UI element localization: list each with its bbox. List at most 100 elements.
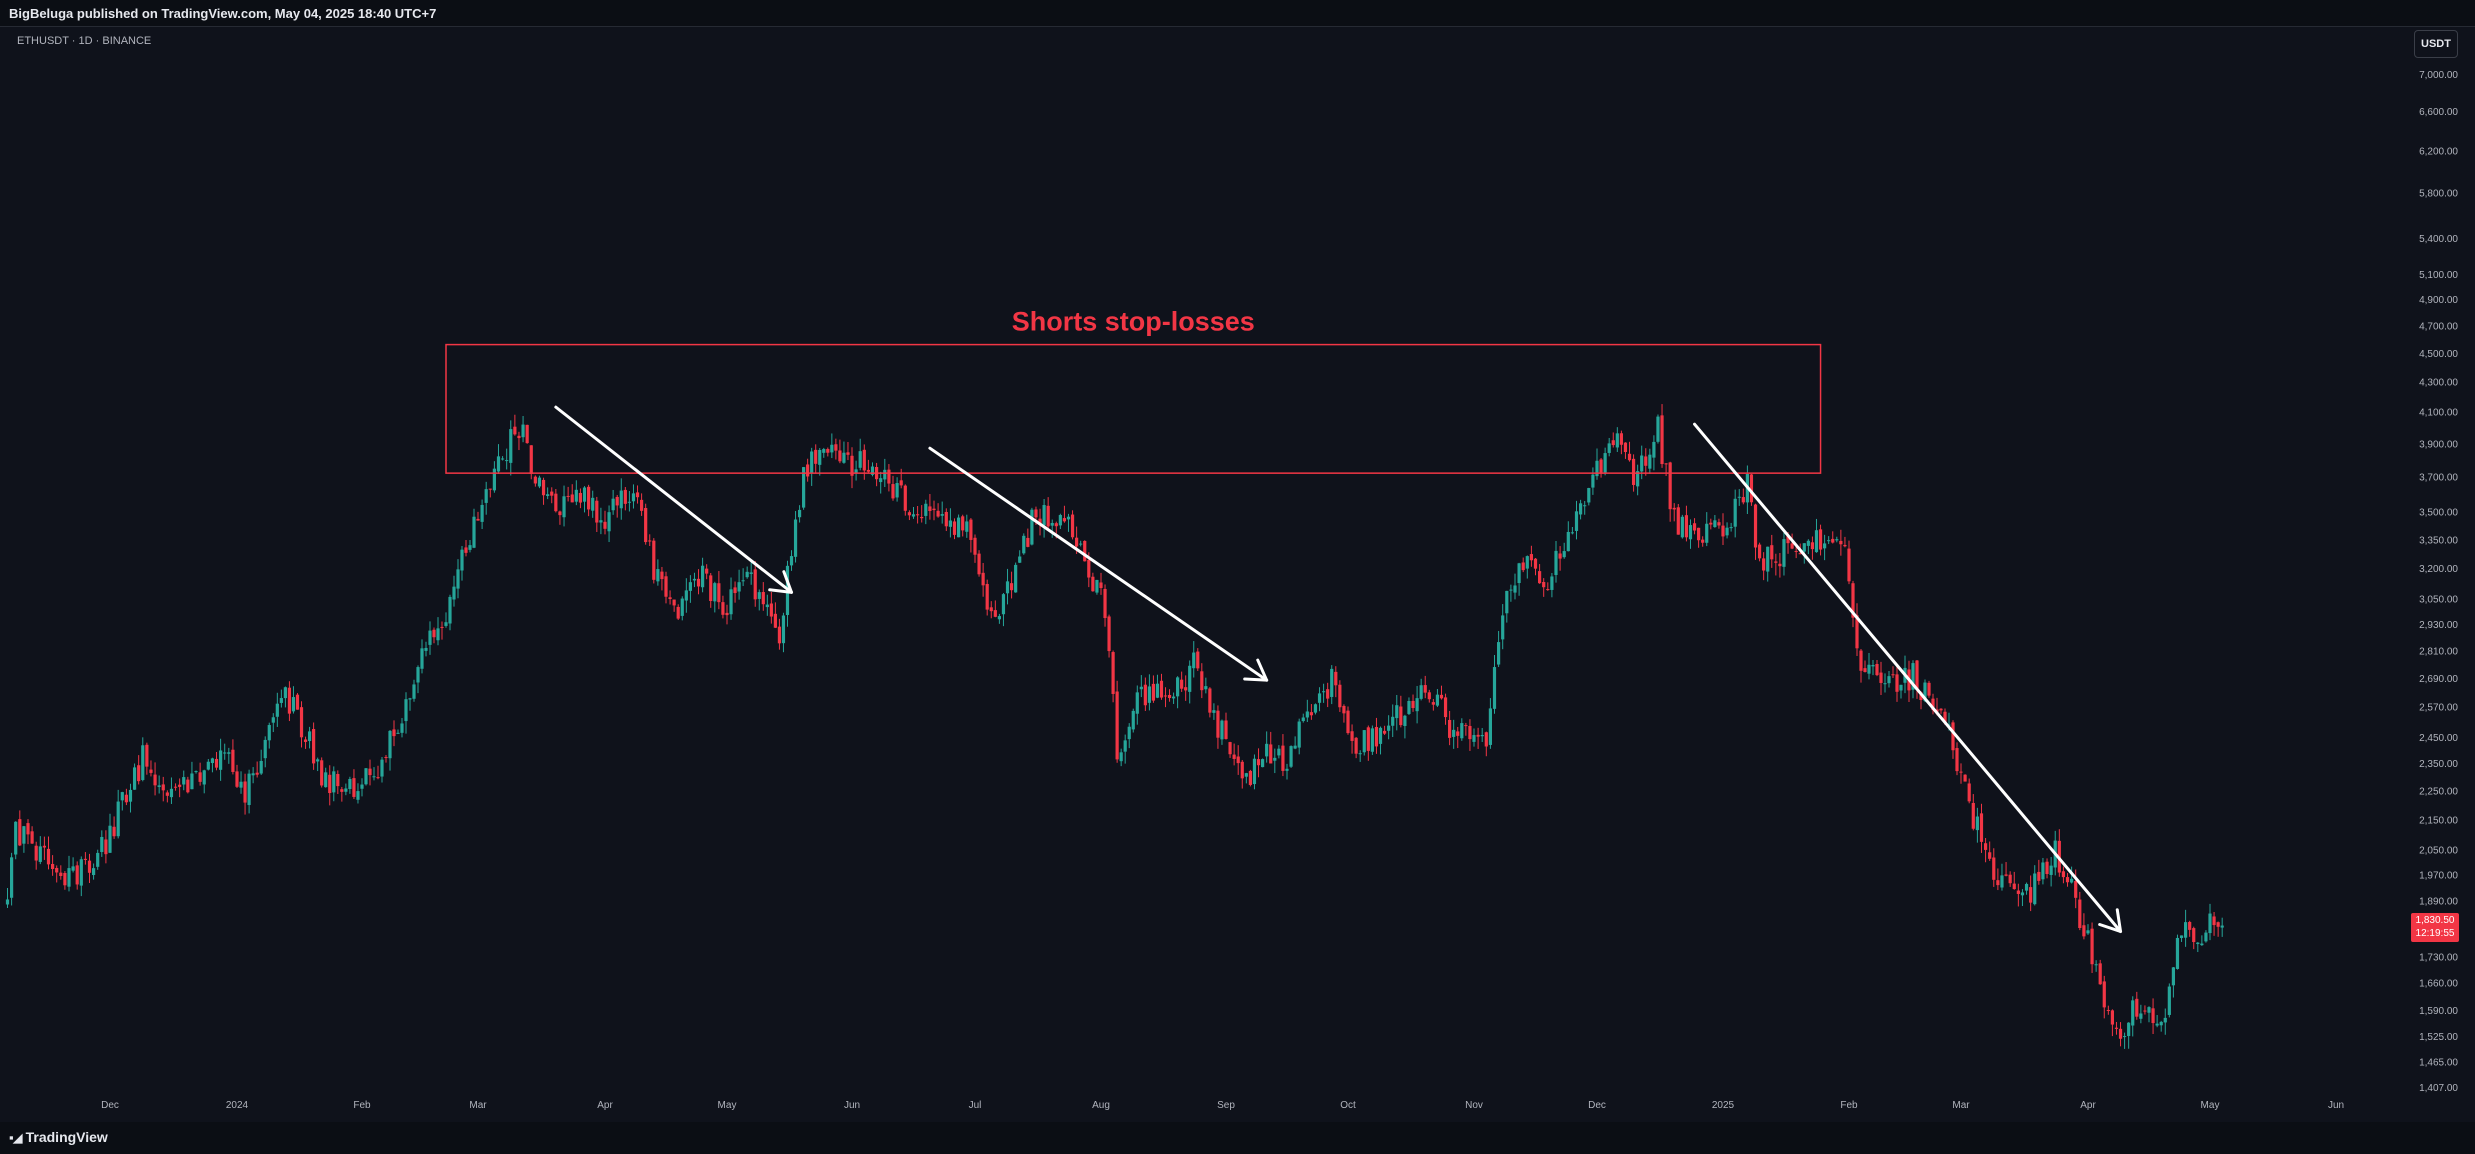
candle-body <box>1636 471 1640 487</box>
y-tick-label: 3,500.00 <box>2419 508 2458 519</box>
candle-body <box>448 596 452 624</box>
candle-body <box>1919 692 1923 701</box>
stop-loss-zone-box[interactable] <box>445 343 1822 474</box>
candle-body <box>231 749 235 772</box>
candle-body <box>2061 871 2066 878</box>
candle-body <box>219 750 223 770</box>
candle-body <box>911 514 916 517</box>
candle-body <box>30 831 34 844</box>
candle-body <box>887 469 891 484</box>
candle-body <box>773 613 777 628</box>
candle-body <box>1075 537 1079 547</box>
candle-body <box>627 501 631 503</box>
candle-body <box>818 449 822 465</box>
candle-body <box>1111 652 1115 694</box>
candle-body <box>100 836 104 852</box>
candle-body <box>2110 1010 2114 1025</box>
candle-body <box>161 784 165 791</box>
candle-body <box>862 449 866 471</box>
candle-body <box>376 777 380 779</box>
candle-body <box>1794 550 1798 552</box>
candle-body <box>1212 710 1216 713</box>
candle-body <box>1066 516 1071 520</box>
candle-body <box>2151 1008 2155 1024</box>
candle-body <box>1188 665 1192 692</box>
candle-body <box>1915 660 1919 690</box>
currency-button[interactable]: USDT <box>2414 30 2458 58</box>
candle-body <box>67 868 71 887</box>
candle-body <box>46 848 51 865</box>
candle-body <box>1587 488 1591 503</box>
symbol-label[interactable]: ETHUSDT · 1D · BINANCE <box>17 35 152 47</box>
candle-body <box>1228 742 1232 755</box>
trend-arrow-line[interactable] <box>928 446 1269 682</box>
candle-body <box>2139 1013 2143 1019</box>
candle-body <box>263 739 267 759</box>
candle-body <box>1480 734 1484 737</box>
candle-body <box>866 469 870 472</box>
y-tick-label: 4,700.00 <box>2419 322 2458 333</box>
candle-body <box>696 578 701 587</box>
candle-body <box>2094 964 2098 966</box>
y-axis: 7,000.00 6,600.00 6,200.00 5,800.00 5,400.00… <box>2419 70 2458 1094</box>
candle-body <box>1289 746 1293 767</box>
candle-body <box>1992 857 1996 880</box>
candle-body <box>899 480 903 486</box>
candle-body <box>1505 590 1509 614</box>
candle-body <box>619 490 623 509</box>
candle-body <box>2037 871 2041 881</box>
candle-body <box>977 553 981 575</box>
candle-body <box>214 758 219 768</box>
candle-body <box>1676 507 1680 535</box>
candle-body <box>965 521 969 532</box>
candle-body <box>1963 774 1967 782</box>
publish-header: BigBeluga published on TradingView.com, … <box>0 0 2475 27</box>
candle-body <box>456 569 460 589</box>
candle-body <box>1354 737 1358 754</box>
candle-body <box>1091 576 1095 592</box>
candle-body <box>299 707 304 738</box>
candle-body <box>348 778 352 790</box>
candle-body <box>2098 963 2102 985</box>
candle-body <box>1851 583 1855 618</box>
candle-body <box>858 451 862 468</box>
y-tick-label: 4,300.00 <box>2419 378 2458 389</box>
candle-body <box>1517 563 1521 584</box>
candle-body <box>1664 463 1668 465</box>
x-tick-label: Sep <box>1217 1100 1235 1111</box>
trend-arrow-line[interactable] <box>554 405 794 594</box>
candle-body <box>307 731 312 742</box>
candle-body <box>1591 474 1595 488</box>
candle-body <box>1729 527 1733 529</box>
candle-body <box>903 485 907 511</box>
candle-body <box>2065 877 2070 883</box>
candle-body <box>957 517 961 538</box>
candle-body <box>227 752 231 754</box>
candle-body <box>1431 702 1435 705</box>
candle-body <box>1680 516 1684 538</box>
candle-body <box>1595 460 1599 477</box>
candle-body <box>830 444 834 453</box>
candle-body <box>578 492 583 503</box>
candle-body <box>38 846 42 862</box>
candle-body <box>316 759 320 762</box>
candle-body <box>1313 704 1318 713</box>
candle-body <box>186 779 190 793</box>
y-tick-label: 5,100.00 <box>2419 270 2458 281</box>
candle-body <box>741 580 745 582</box>
candle-body <box>2118 1028 2123 1039</box>
plot-background <box>10 27 2414 1117</box>
candle-body <box>1163 695 1168 697</box>
candle-body <box>59 872 63 877</box>
candle-body <box>137 765 141 782</box>
trend-arrow-line[interactable] <box>1693 422 2123 933</box>
candle-body <box>1529 554 1533 561</box>
candle-body <box>810 451 814 474</box>
candle-body <box>793 519 798 557</box>
candle-body <box>1419 685 1423 699</box>
candle-body <box>356 791 360 800</box>
candle-body <box>533 476 537 484</box>
tradingview-logo[interactable]: ▪◢ TradingView <box>9 1129 108 1146</box>
candle-body <box>1240 761 1244 779</box>
